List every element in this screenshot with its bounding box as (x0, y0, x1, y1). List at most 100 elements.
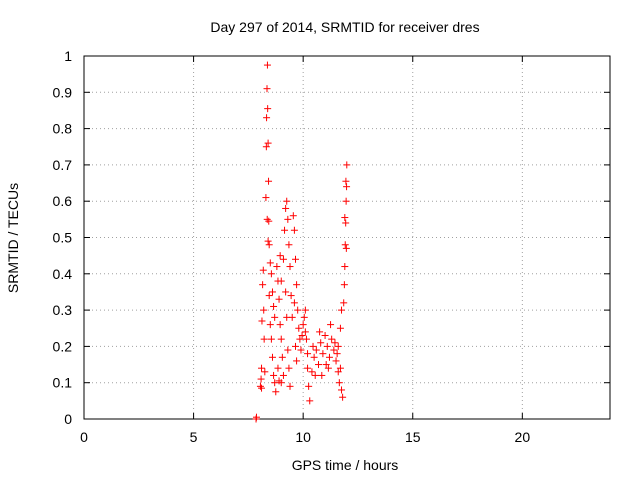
data-point (310, 353, 318, 361)
y-tick-label: 0 (64, 411, 72, 427)
data-point (282, 288, 290, 296)
data-point (302, 335, 310, 343)
y-tick-label: 0.3 (53, 302, 73, 318)
data-point (298, 332, 306, 340)
data-point (277, 277, 285, 285)
data-point (316, 328, 324, 336)
data-point (259, 266, 267, 274)
data-point (336, 324, 344, 332)
data-point (265, 177, 273, 185)
data-point (259, 281, 267, 289)
data-points (252, 61, 351, 423)
y-tick-label: 0.2 (53, 338, 73, 354)
data-point (325, 353, 333, 361)
data-point (305, 382, 313, 390)
data-point (315, 361, 323, 369)
x-tick-label: 0 (80, 429, 88, 445)
data-point (291, 255, 299, 263)
data-point (285, 241, 293, 249)
x-tick-label: 5 (190, 429, 198, 445)
data-point (342, 197, 350, 205)
data-point (267, 270, 275, 278)
data-point (340, 281, 348, 289)
data-point (317, 339, 325, 347)
data-point (283, 197, 291, 205)
data-point (265, 217, 273, 225)
data-point (279, 255, 287, 263)
data-point (335, 379, 343, 387)
data-point (265, 292, 273, 300)
data-point (293, 281, 301, 289)
y-tick-label: 0.5 (53, 230, 73, 246)
data-point (296, 335, 304, 343)
data-point (281, 226, 289, 234)
data-point (299, 321, 307, 329)
data-point (270, 371, 278, 379)
y-tick-label: 0.6 (53, 193, 73, 209)
data-point (258, 384, 266, 392)
data-point (279, 371, 287, 379)
data-point (286, 263, 294, 271)
data-point (277, 335, 285, 343)
data-point (306, 397, 314, 405)
axes (83, 55, 611, 420)
data-point (294, 306, 302, 314)
data-point (333, 350, 341, 358)
data-point (262, 194, 270, 202)
data-point (342, 177, 350, 185)
data-point (334, 342, 342, 350)
data-point (341, 214, 349, 222)
data-point (338, 306, 346, 314)
data-point (274, 364, 282, 372)
data-point (263, 114, 271, 122)
data-point (263, 85, 271, 93)
data-point (270, 302, 278, 310)
data-point (272, 388, 280, 396)
data-point (330, 346, 338, 354)
data-point (304, 350, 312, 358)
data-point (343, 183, 351, 191)
data-point (331, 339, 339, 347)
data-point (341, 241, 349, 249)
data-point (282, 204, 290, 212)
data-point (308, 368, 316, 376)
data-point (273, 263, 281, 271)
data-point (318, 371, 326, 379)
data-point (293, 357, 301, 365)
data-point (312, 346, 320, 354)
data-point (258, 364, 266, 372)
data-point (278, 353, 286, 361)
data-point (309, 342, 317, 350)
data-point (341, 263, 349, 271)
x-tick-label: 15 (405, 429, 421, 445)
data-point (276, 321, 284, 329)
data-point (297, 346, 305, 354)
data-point (271, 379, 279, 387)
data-point (265, 241, 273, 249)
y-tick-label: 0.8 (53, 121, 73, 137)
data-point (256, 382, 264, 390)
data-point (290, 226, 298, 234)
x-tick-label: 20 (515, 429, 531, 445)
data-point (267, 335, 275, 343)
data-point (263, 215, 271, 223)
data-point (342, 219, 350, 227)
data-point (290, 299, 298, 307)
data-point (300, 313, 308, 321)
data-point (284, 346, 292, 354)
data-point (291, 342, 299, 350)
data-point (277, 379, 285, 387)
data-point (260, 335, 268, 343)
data-point (262, 143, 270, 151)
data-point (258, 317, 266, 325)
grid-lines (84, 56, 610, 419)
y-tick-label: 0.4 (53, 266, 73, 282)
y-axis-label: SRMTID / TECUs (5, 183, 21, 293)
data-point (286, 382, 294, 390)
data-point (266, 259, 274, 267)
x-axis-label: GPS time / hours (292, 457, 399, 473)
data-point (336, 364, 344, 372)
data-point (321, 332, 329, 340)
